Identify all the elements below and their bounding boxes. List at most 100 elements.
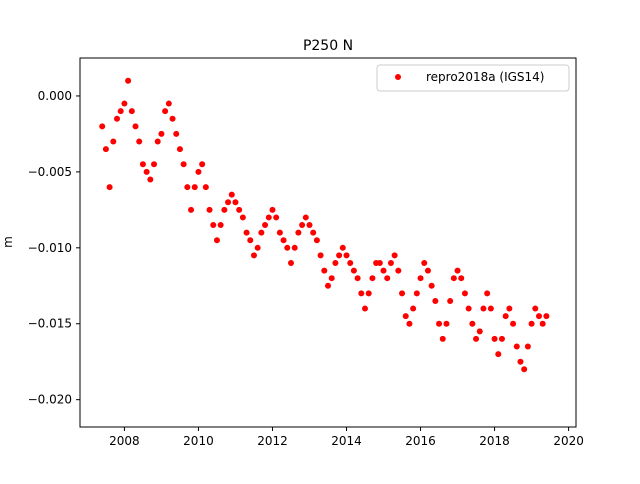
data-point: [480, 305, 487, 312]
data-point: [406, 320, 413, 327]
data-point: [225, 199, 232, 206]
data-point: [521, 366, 528, 373]
data-point: [325, 282, 331, 289]
y-tick-label: −0.010: [28, 241, 72, 255]
data-point: [399, 290, 406, 297]
data-point: [158, 130, 165, 137]
data-point: [343, 252, 350, 259]
legend-entry: repro2018a (IGS14): [426, 70, 544, 84]
data-point: [495, 351, 502, 358]
data-point: [291, 244, 298, 251]
data-point: [273, 214, 280, 221]
data-point: [473, 335, 480, 342]
data-point: [165, 100, 172, 107]
data-point: [125, 77, 132, 84]
data-point: [447, 297, 454, 304]
data-point: [269, 206, 276, 213]
y-tick-label: −0.005: [28, 165, 72, 179]
data-point: [317, 252, 324, 259]
data-point: [302, 214, 309, 221]
data-point: [202, 184, 209, 191]
data-point: [173, 130, 180, 137]
data-point: [424, 267, 431, 274]
data-point: [436, 320, 443, 327]
data-point: [114, 115, 121, 122]
data-point: [132, 123, 139, 130]
data-point: [180, 161, 187, 168]
data-point: [299, 222, 306, 229]
data-point: [469, 320, 476, 327]
data-point: [491, 335, 498, 342]
data-point: [217, 222, 224, 229]
y-tick-label: −0.020: [28, 393, 72, 407]
data-point: [176, 146, 183, 153]
data-point: [439, 335, 446, 342]
data-point: [106, 184, 113, 191]
data-point: [484, 290, 491, 297]
x-tick-label: 2012: [257, 434, 288, 448]
data-point: [362, 305, 369, 312]
data-point: [136, 138, 143, 145]
data-point: [332, 260, 339, 266]
data-point: [395, 267, 402, 274]
data-point: [524, 343, 531, 350]
data-point: [476, 328, 483, 335]
data-point: [339, 244, 346, 251]
legend-box: [376, 64, 570, 92]
data-point: [487, 305, 494, 312]
data-point: [380, 267, 387, 274]
data-point: [450, 275, 457, 282]
data-point: [528, 320, 535, 327]
data-point: [428, 282, 435, 289]
x-tick-label: 2014: [331, 434, 362, 448]
data-point: [410, 305, 417, 312]
data-point: [162, 108, 169, 115]
data-point: [384, 275, 391, 282]
data-point: [284, 244, 291, 251]
data-point: [250, 252, 257, 259]
data-point: [417, 275, 424, 282]
data-point: [350, 267, 357, 274]
data-point: [465, 305, 472, 312]
data-point: [506, 305, 513, 312]
data-point: [236, 206, 243, 213]
data-point: [254, 244, 261, 251]
data-point: [432, 297, 439, 304]
legend: repro2018a (IGS14): [376, 64, 570, 92]
data-point: [313, 237, 320, 244]
data-point: [232, 199, 239, 206]
data-point: [376, 260, 383, 266]
data-point: [258, 229, 265, 236]
data-point: [336, 252, 343, 259]
data-point: [99, 123, 106, 130]
data-point: [413, 290, 420, 297]
data-point: [421, 260, 428, 266]
data-point: [169, 115, 176, 122]
data-point: [295, 229, 302, 236]
data-point: [458, 275, 465, 282]
y-tick-label: −0.015: [28, 317, 72, 331]
data-point: [121, 100, 128, 107]
data-point: [206, 206, 213, 213]
y-tick-label: 0.000: [38, 89, 72, 103]
data-point: [539, 320, 546, 327]
x-tick-label: 2008: [109, 434, 140, 448]
scatter-points: [99, 77, 550, 373]
data-point: [195, 168, 202, 175]
data-point: [151, 161, 158, 168]
data-point: [199, 161, 206, 168]
data-point: [365, 290, 372, 297]
data-point: [276, 229, 283, 236]
chart-title: P250 N: [303, 38, 353, 54]
data-point: [147, 176, 154, 183]
data-point: [143, 168, 150, 175]
data-point: [443, 320, 450, 327]
data-point: [387, 260, 394, 266]
data-point: [228, 191, 235, 198]
data-point: [328, 275, 335, 282]
x-tick-label: 2018: [479, 434, 510, 448]
data-point: [117, 108, 124, 115]
data-point: [517, 358, 524, 365]
data-point: [461, 290, 468, 297]
